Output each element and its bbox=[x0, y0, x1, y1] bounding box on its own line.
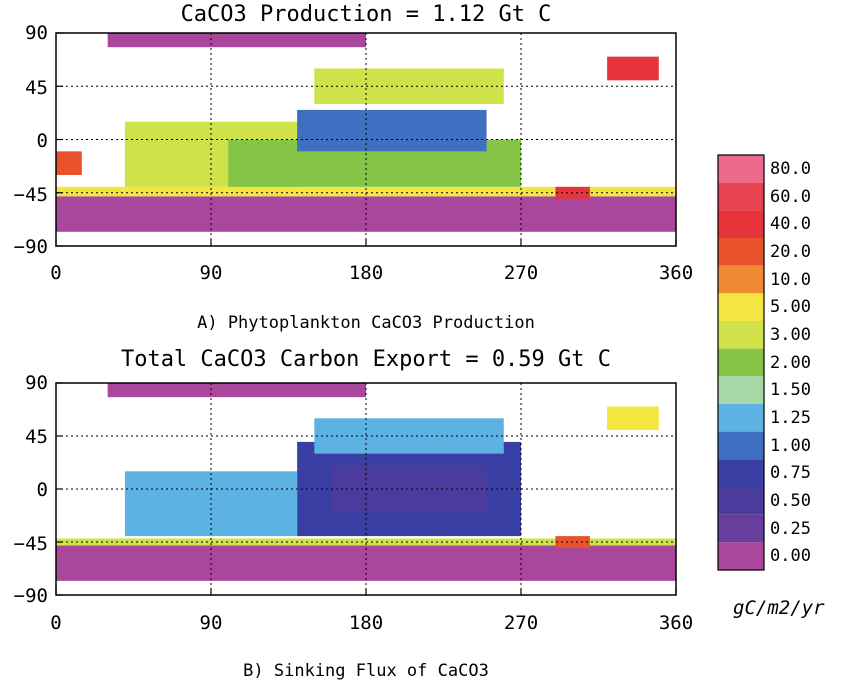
panel-a-region-6 bbox=[107, 33, 366, 48]
colorbar-swatch-4 bbox=[718, 265, 764, 294]
colorbar-swatch-1 bbox=[718, 182, 764, 211]
colorbar-label-7: 2.00 bbox=[770, 352, 811, 373]
panel-b-ytick-45: 45 bbox=[25, 426, 48, 448]
panel-a-map bbox=[55, 32, 677, 247]
colorbar-swatch-10 bbox=[718, 431, 764, 460]
panel-a-caption: A) Phytoplankton CaCO3 Production bbox=[197, 313, 535, 333]
panel-b-ytick-0: 0 bbox=[36, 479, 48, 501]
panel-b-xtick-0: 0 bbox=[50, 612, 62, 634]
panel-b-caption: B) Sinking Flux of CaCO3 bbox=[243, 661, 489, 681]
colorbar-swatch-9 bbox=[718, 404, 764, 432]
panel-a-ytick-m45: −45 bbox=[13, 184, 48, 206]
colorbar-label-3: 20.0 bbox=[770, 241, 811, 262]
panel-a-ytick-45: 45 bbox=[25, 77, 48, 99]
panel-b-ytick-90: 90 bbox=[25, 372, 48, 394]
panel-b-xtick-180: 180 bbox=[348, 612, 384, 634]
panel-a-xtick-270: 270 bbox=[503, 262, 539, 284]
panel-a-xtick-0: 0 bbox=[50, 262, 62, 284]
panel-a-xtick-180: 180 bbox=[348, 262, 384, 284]
panel-b-xtick-90: 90 bbox=[199, 612, 223, 634]
colorbar-units: gC/m2/yr bbox=[733, 597, 825, 619]
colorbar-swatch-8 bbox=[718, 376, 764, 404]
panel-a-xtick-90: 90 bbox=[199, 262, 223, 284]
panel-a-ytick-0: 0 bbox=[36, 130, 48, 152]
colorbar-label-9: 1.25 bbox=[770, 407, 811, 428]
colorbar-swatch-0 bbox=[718, 155, 764, 183]
colorbar-swatch-12 bbox=[718, 487, 764, 515]
colorbar-swatch-11 bbox=[718, 459, 764, 487]
panel-a-region-8 bbox=[56, 151, 82, 175]
panel-b-region-4 bbox=[331, 465, 487, 513]
colorbar-label-14: 0.00 bbox=[770, 546, 811, 567]
colorbar-swatch-14 bbox=[718, 542, 764, 570]
panel-b-xtick-270: 270 bbox=[503, 612, 539, 634]
colorbar-swatch-5 bbox=[718, 293, 764, 321]
colorbar bbox=[717, 154, 765, 571]
panel-a-region-7 bbox=[607, 56, 659, 81]
panel-b-map bbox=[55, 382, 677, 596]
panel-a-region-4 bbox=[297, 109, 487, 152]
colorbar-frame bbox=[717, 154, 765, 571]
panel-a-ytick-90: 90 bbox=[25, 22, 48, 44]
panel-a-xtick-360: 360 bbox=[658, 262, 694, 284]
panel-b-ytick-m45: −45 bbox=[13, 533, 48, 555]
colorbar-label-13: 0.25 bbox=[770, 518, 811, 539]
colorbar-label-4: 10.0 bbox=[770, 269, 811, 290]
colorbar-swatch-2 bbox=[718, 210, 764, 238]
colorbar-swatch-6 bbox=[718, 321, 764, 349]
colorbar-label-6: 3.00 bbox=[770, 324, 811, 345]
panel-b-title: Total CaCO3 Carbon Export = 0.59 Gt C bbox=[120, 347, 612, 372]
panel-a-region-1 bbox=[56, 186, 676, 197]
panel-b-region-7 bbox=[607, 406, 659, 431]
panel-b-ytick-m90: −90 bbox=[13, 585, 48, 607]
colorbar-label-12: 0.50 bbox=[770, 490, 811, 511]
panel-a-ytick-m90: −90 bbox=[13, 236, 48, 258]
panel-b-region-6 bbox=[107, 383, 366, 398]
colorbar-label-8: 1.50 bbox=[770, 380, 811, 401]
colorbar-label-5: 5.00 bbox=[770, 297, 811, 318]
colorbar-label-10: 1.00 bbox=[770, 435, 811, 456]
colorbar-label-11: 0.75 bbox=[770, 463, 811, 484]
panel-a-title: CaCO3 Production = 1.12 Gt C bbox=[180, 2, 552, 27]
panel-b-xtick-360: 360 bbox=[658, 612, 694, 634]
colorbar-label-1: 60.0 bbox=[770, 186, 811, 207]
colorbar-swatch-3 bbox=[718, 238, 764, 266]
colorbar-label-0: 80.0 bbox=[770, 158, 811, 179]
colorbar-swatch-13 bbox=[718, 514, 764, 543]
colorbar-label-2: 40.0 bbox=[770, 214, 811, 235]
colorbar-swatch-7 bbox=[718, 348, 764, 377]
